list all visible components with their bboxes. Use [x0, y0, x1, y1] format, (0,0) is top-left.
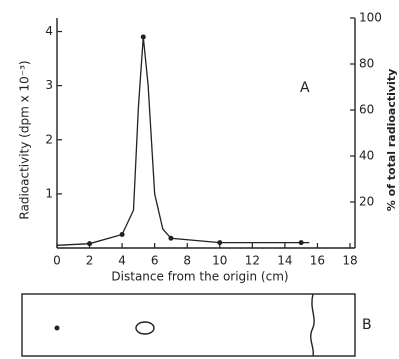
data-point — [87, 241, 92, 246]
data-point — [141, 34, 146, 39]
x-tick-label: 18 — [342, 254, 357, 268]
y-axis-title: Radioactivity (dpm x 10⁻³) — [18, 60, 32, 219]
figure: A Distance from the origin (cm) Radioact… — [0, 0, 399, 359]
y2-tick-label: 80 — [359, 57, 374, 71]
y-tick-label: 1 — [45, 186, 53, 200]
data-point — [120, 232, 125, 237]
x-tick-label: 6 — [151, 254, 159, 268]
x-tick-label: 0 — [53, 254, 61, 268]
y2-tick-label: 20 — [359, 195, 374, 209]
data-point — [299, 240, 304, 245]
solvent-front — [311, 294, 314, 356]
x-tick-label: 4 — [118, 254, 126, 268]
x-tick-label: 14 — [277, 254, 292, 268]
spot — [136, 322, 154, 334]
x-axis-title: Distance from the origin (cm) — [111, 270, 288, 284]
panel-label: B — [362, 317, 372, 333]
origin-spot — [55, 326, 60, 331]
data-line — [57, 37, 309, 245]
x-tick-label: 2 — [86, 254, 94, 268]
x-tick-label: 10 — [212, 254, 227, 268]
x-tick-label: 16 — [310, 254, 325, 268]
chromatogram-strip — [22, 294, 355, 356]
panel-label: A — [300, 80, 310, 96]
y2-tick-label: 60 — [359, 103, 374, 117]
y-tick-label: 2 — [45, 132, 53, 146]
y-tick-label: 3 — [45, 78, 53, 92]
x-tick-label: 12 — [245, 254, 260, 268]
data-point — [168, 236, 173, 241]
y-tick-label: 4 — [45, 24, 53, 38]
y2-axis-title: % of total radioactivity — [385, 69, 398, 212]
y2-tick-label: 40 — [359, 149, 374, 163]
x-tick-label: 8 — [183, 254, 191, 268]
y2-tick-label: 100 — [359, 11, 382, 25]
data-point — [217, 240, 222, 245]
